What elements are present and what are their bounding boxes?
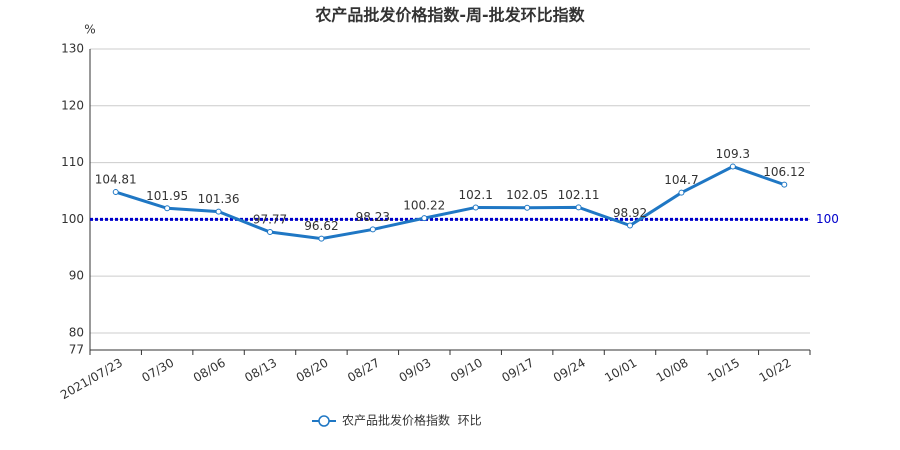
y-tick-label: 100 <box>61 212 84 226</box>
data-label: 97.77 <box>253 213 287 227</box>
point <box>729 163 736 170</box>
line <box>115 164 785 241</box>
point <box>318 235 325 242</box>
point <box>524 204 531 211</box>
data-label: 98.92 <box>613 206 647 220</box>
y-tick-label: 110 <box>61 155 84 169</box>
x-tick-label: 08/27 <box>345 356 382 385</box>
y-tick-label: 120 <box>61 98 84 112</box>
point <box>421 215 428 222</box>
data-label: 109.3 <box>716 147 750 161</box>
x-tick-label: 07/30 <box>139 356 176 385</box>
data-label: 102.05 <box>506 188 548 202</box>
point <box>112 189 119 196</box>
x-tick-label: 08/13 <box>242 356 279 385</box>
point <box>164 205 171 212</box>
data-label: 102.11 <box>558 188 600 202</box>
point <box>575 204 582 211</box>
y-tick-label: 130 <box>61 42 84 56</box>
point <box>627 222 633 229</box>
data-label: 101.95 <box>146 189 188 203</box>
y-tick-label: 90 <box>69 269 84 283</box>
y-tick-label: 80 <box>69 325 84 339</box>
x-tick-label: 09/03 <box>397 356 434 385</box>
y-tick-label: 77 <box>69 343 84 357</box>
x-tick-label: 09/10 <box>448 356 485 385</box>
x-tick-label: 09/17 <box>499 356 536 385</box>
reference-label: 100 <box>816 212 839 226</box>
data-label: 98.23 <box>356 210 390 224</box>
legend-label: 农产品批发价格指数 环比 <box>342 413 482 428</box>
data-label: 101.36 <box>198 192 240 206</box>
x-tick-label: 10/08 <box>654 356 691 385</box>
x-tick-label: 2021/07/23 <box>58 356 125 403</box>
point <box>678 189 685 196</box>
data-label: 100.22 <box>403 199 445 213</box>
x-tick-label: 10/01 <box>602 356 639 385</box>
x-tick-label: 08/06 <box>191 356 228 385</box>
x-tick-label: 10/22 <box>757 356 794 385</box>
data-label: 104.7 <box>664 173 698 187</box>
chart-title: 农产品批发价格指数-周-批发环比指数 <box>314 6 585 25</box>
data-label: 102.1 <box>459 188 493 202</box>
data-label: 104.81 <box>95 173 137 187</box>
x-tick-label: 09/24 <box>551 356 588 385</box>
point <box>369 226 376 233</box>
point <box>781 181 788 188</box>
data-label: 106.12 <box>763 165 805 179</box>
point <box>215 208 222 215</box>
point <box>472 204 479 211</box>
data-label: 96.62 <box>304 219 338 233</box>
point <box>267 229 273 236</box>
legend-marker <box>318 415 330 427</box>
x-tick-label: 08/20 <box>294 356 331 385</box>
x-tick-label: 10/15 <box>705 356 742 385</box>
y-unit: % <box>84 23 95 37</box>
